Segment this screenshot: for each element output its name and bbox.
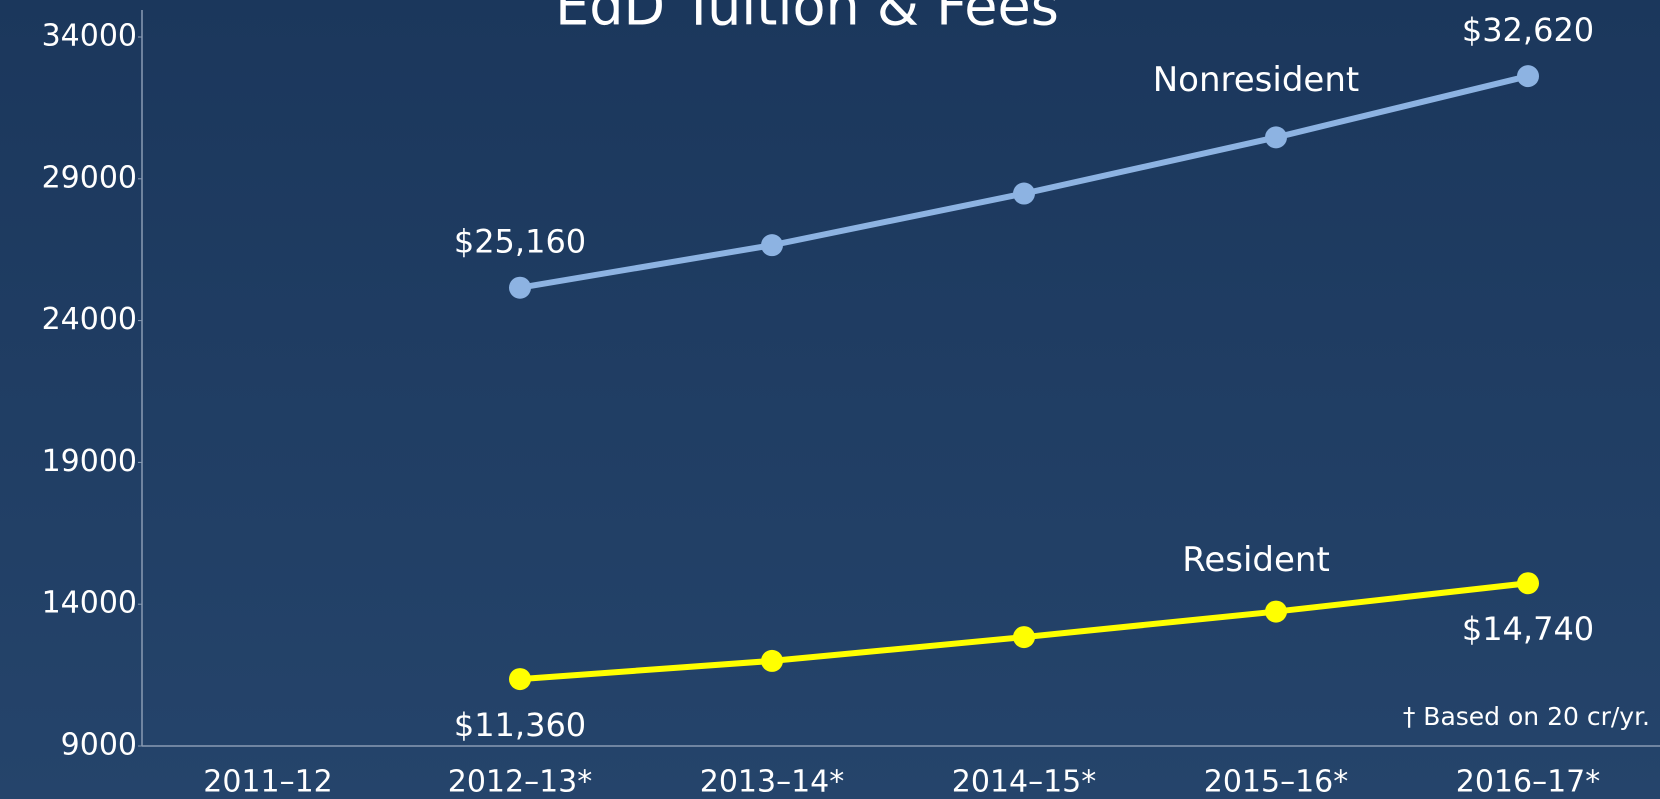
data-point — [509, 276, 531, 299]
y-tick-label: 34000 — [42, 19, 137, 54]
x-tick-label: 2012–13* — [448, 765, 593, 799]
legend-label: Resident — [1182, 540, 1330, 580]
y-tick-label: 24000 — [42, 302, 137, 337]
x-tick-label: 2016–17* — [1456, 765, 1601, 799]
y-tick-label: 14000 — [42, 586, 137, 621]
data-point — [1265, 126, 1287, 149]
data-point — [1265, 600, 1287, 623]
data-point — [1517, 572, 1539, 595]
data-label: $11,360 — [454, 706, 586, 744]
data-point — [761, 234, 783, 257]
data-point — [761, 649, 783, 672]
x-tick-label: 2013–14* — [700, 765, 845, 799]
data-label: $14,740 — [1462, 610, 1594, 648]
data-label: $25,160 — [454, 223, 586, 261]
data-point — [1517, 65, 1539, 88]
chart-title: EdD Tuition & Fees — [555, 0, 1059, 38]
data-point — [509, 668, 531, 691]
footnote: † Based on 20 cr/yr. — [1403, 702, 1650, 731]
data-label: $32,620 — [1462, 11, 1594, 49]
data-point — [1013, 626, 1035, 649]
legend-label: Nonresident — [1153, 60, 1359, 100]
y-tick-label: 29000 — [42, 160, 137, 195]
y-tick-label: 19000 — [42, 444, 137, 479]
data-point — [1013, 182, 1035, 205]
x-tick-label: 2015–16* — [1204, 765, 1349, 799]
x-tick-label: 2014–15* — [952, 765, 1097, 799]
x-tick-label: 2011–12 — [203, 765, 333, 799]
y-tick-label: 9000 — [61, 728, 137, 763]
